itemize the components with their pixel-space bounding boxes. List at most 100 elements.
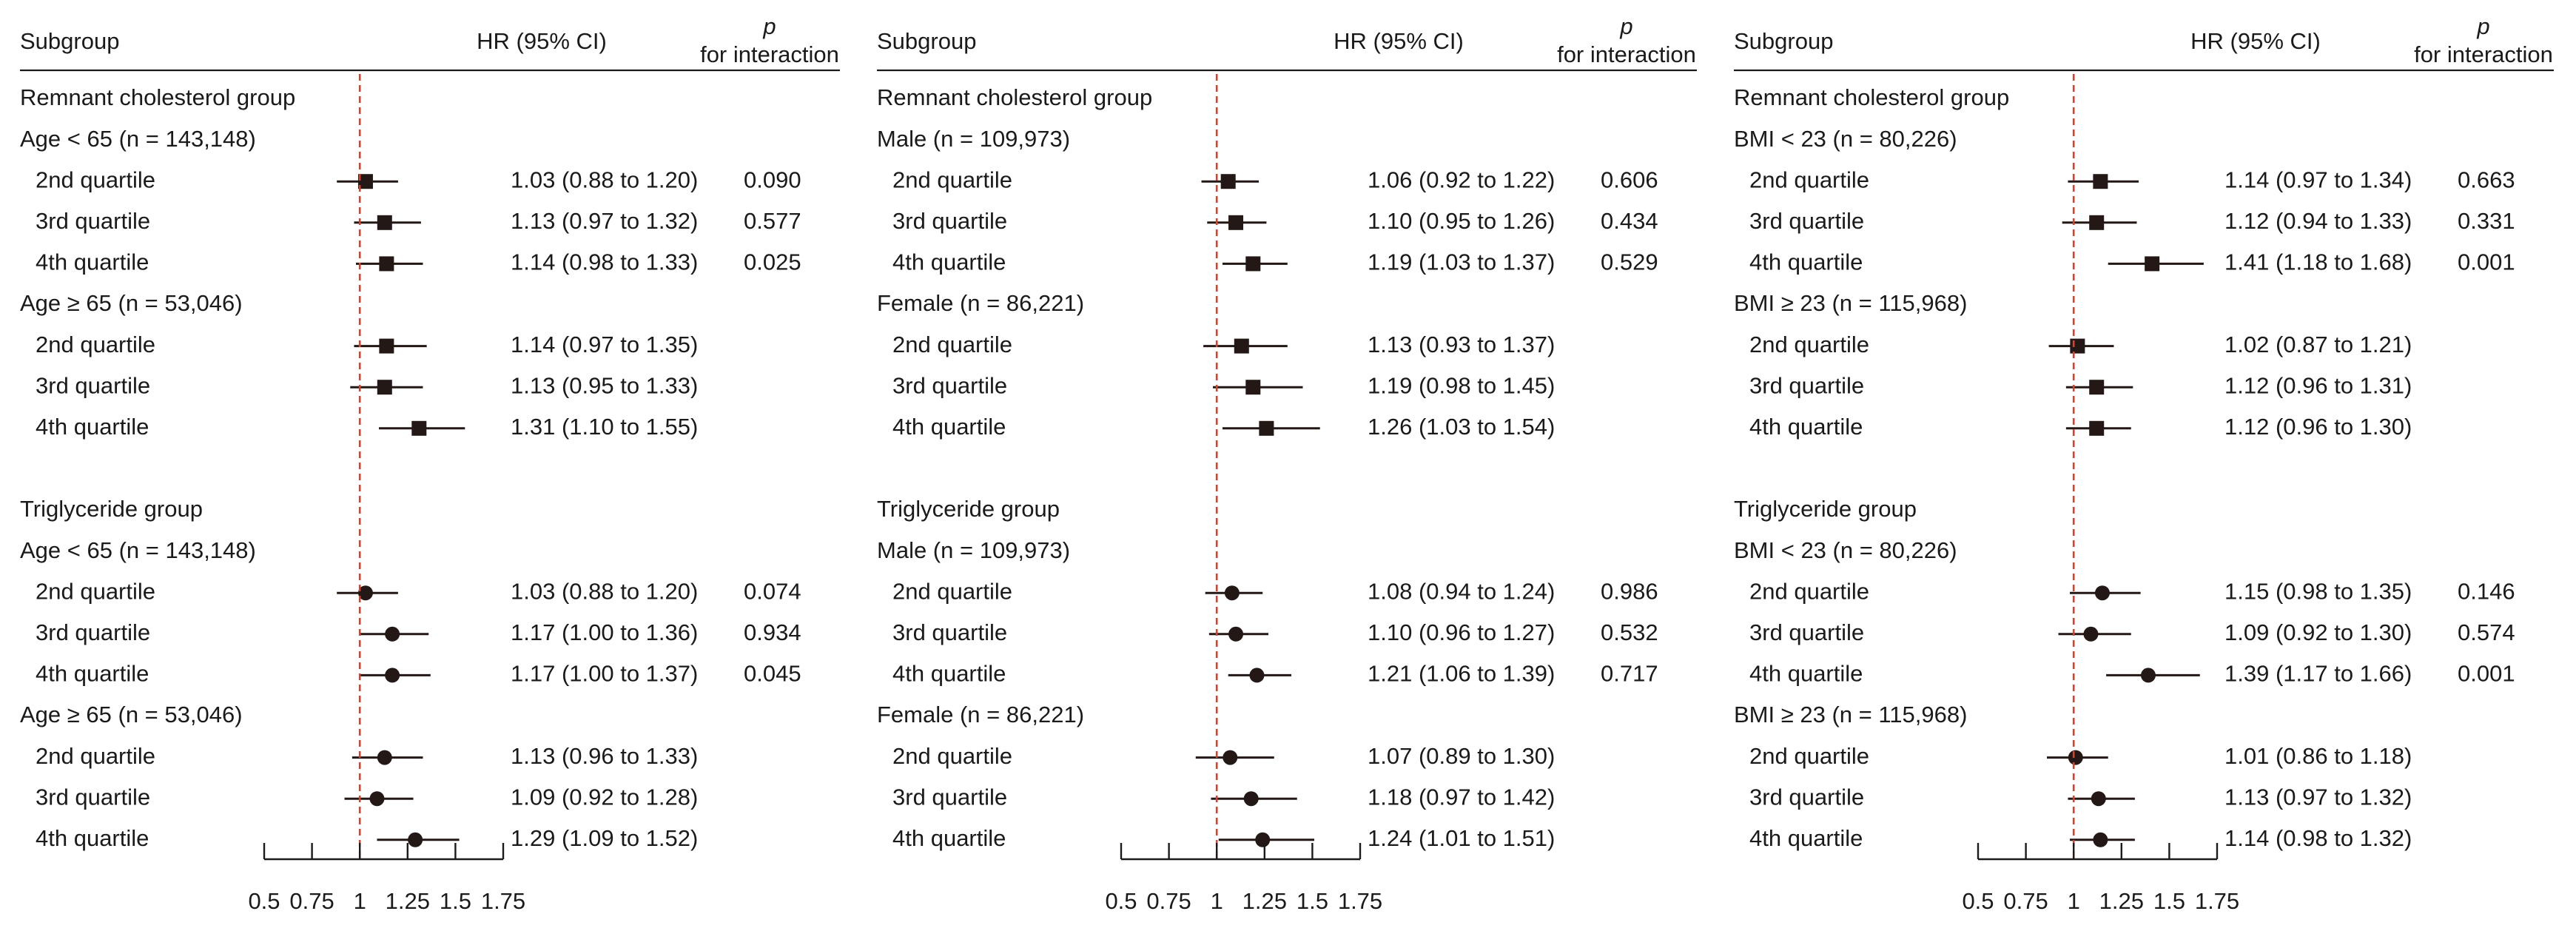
subgroup-column-header: Subgroup — [20, 28, 119, 54]
p-interaction-value: 0.986 — [1601, 578, 1658, 604]
hr-ci-value: 1.09 (0.92 to 1.28) — [511, 784, 698, 810]
p-symbol-header: p — [1619, 13, 1632, 39]
p-interaction-value: 0.045 — [744, 661, 801, 687]
hr-ci-value: 1.18 (0.97 to 1.42) — [1368, 784, 1555, 810]
subgroup-header-label: BMI < 23 (n = 80,226) — [1734, 537, 1957, 563]
quartile-label: 4th quartile — [1749, 414, 1863, 440]
subgroup-header-label: Age ≥ 65 (n = 53,046) — [20, 290, 243, 316]
quartile-label: 3rd quartile — [36, 372, 150, 398]
hr-ci-value: 1.19 (0.98 to 1.45) — [1368, 372, 1555, 398]
x-axis-tick-label: 1.25 — [2099, 888, 2144, 914]
quartile-label: 2nd quartile — [892, 578, 1012, 604]
quartile-label: 2nd quartile — [36, 743, 155, 769]
hr-square-marker — [1245, 380, 1261, 395]
hr-ci-value: 1.14 (0.98 to 1.33) — [511, 249, 698, 275]
hr-circle-marker — [1243, 791, 1259, 807]
x-axis-tick-label: 1.75 — [2195, 888, 2239, 914]
hr-circle-marker — [357, 585, 373, 601]
x-axis-tick-label: 1.5 — [1297, 888, 1328, 914]
hr-ci-value: 1.26 (1.03 to 1.54) — [1368, 414, 1555, 440]
hr-ci-value: 1.29 (1.09 to 1.52) — [511, 825, 698, 851]
x-axis-tick-label: 0.75 — [2003, 888, 2048, 914]
x-axis-tick-label: 1.5 — [2153, 888, 2185, 914]
hr-ci-value: 1.08 (0.94 to 1.24) — [1368, 578, 1555, 604]
hr-column-header: HR (95% CI) — [477, 28, 607, 54]
hr-circle-marker — [2094, 585, 2110, 601]
p-interaction-value: 0.074 — [744, 578, 801, 604]
quartile-label: 4th quartile — [36, 249, 149, 275]
hr-circle-marker — [2091, 791, 2106, 807]
p-for-interaction-header: for interaction — [1557, 41, 1696, 67]
quartile-label: 4th quartile — [36, 825, 149, 851]
p-symbol-header: p — [2476, 13, 2489, 39]
p-interaction-value: 0.331 — [2458, 208, 2515, 234]
quartile-label: 2nd quartile — [1749, 332, 1869, 357]
quartile-label: 3rd quartile — [892, 208, 1007, 234]
hr-ci-value: 1.09 (0.92 to 1.30) — [2224, 619, 2412, 645]
quartile-label: 4th quartile — [892, 249, 1006, 275]
p-interaction-value: 0.717 — [1601, 661, 1658, 687]
x-axis-tick-label: 0.5 — [248, 888, 280, 914]
p-interaction-value: 0.001 — [2458, 249, 2515, 275]
hr-circle-marker — [369, 791, 385, 807]
hr-ci-value: 1.31 (1.10 to 1.55) — [511, 414, 698, 440]
hr-ci-value: 1.01 (0.86 to 1.18) — [2224, 743, 2412, 769]
subgroup-group-label: Remnant cholesterol group — [1734, 84, 2009, 110]
p-interaction-value: 0.532 — [1601, 619, 1658, 645]
p-interaction-value: 0.146 — [2458, 578, 2515, 604]
subgroup-group-label: Triglyceride group — [877, 496, 1060, 522]
hr-circle-marker — [385, 626, 400, 642]
hr-square-marker — [2089, 215, 2105, 230]
quartile-label: 2nd quartile — [36, 332, 155, 357]
p-interaction-value: 0.574 — [2458, 619, 2515, 645]
hr-ci-value: 1.17 (1.00 to 1.37) — [511, 661, 698, 687]
hr-square-marker — [2093, 174, 2108, 189]
subgroup-group-label: Triglyceride group — [20, 496, 203, 522]
hr-ci-value: 1.13 (0.93 to 1.37) — [1368, 332, 1555, 357]
hr-circle-marker — [1224, 585, 1240, 601]
quartile-label: 2nd quartile — [1749, 743, 1869, 769]
hr-ci-value: 1.24 (1.01 to 1.51) — [1368, 825, 1555, 851]
hr-circle-marker — [1249, 668, 1265, 683]
p-interaction-value: 0.529 — [1601, 249, 1658, 275]
p-for-interaction-header: for interaction — [2414, 41, 2553, 67]
p-interaction-value: 0.001 — [2458, 661, 2515, 687]
p-interaction-value: 0.606 — [1601, 167, 1658, 192]
hr-ci-value: 1.12 (0.96 to 1.30) — [2224, 414, 2412, 440]
hr-square-marker — [1220, 174, 1236, 189]
hr-ci-value: 1.12 (0.96 to 1.31) — [2224, 372, 2412, 398]
hr-square-marker — [1259, 420, 1274, 436]
hr-square-marker — [1245, 256, 1261, 272]
x-axis-tick-label: 1.75 — [1338, 888, 1382, 914]
hr-ci-value: 1.10 (0.96 to 1.27) — [1368, 619, 1555, 645]
subgroup-header-label: Male (n = 109,973) — [877, 537, 1070, 563]
hr-ci-value: 1.41 (1.18 to 1.68) — [2224, 249, 2412, 275]
p-interaction-value: 0.090 — [744, 167, 801, 192]
hr-square-marker — [1228, 215, 1244, 230]
hr-ci-value: 1.02 (0.87 to 1.21) — [2224, 332, 2412, 357]
subgroup-header-label: BMI ≥ 23 (n = 115,968) — [1734, 702, 1967, 727]
subgroup-header-label: Female (n = 86,221) — [877, 290, 1084, 316]
x-axis-tick-label: 1.75 — [481, 888, 525, 914]
hr-square-marker — [379, 338, 394, 354]
hr-circle-marker — [2068, 750, 2083, 765]
quartile-label: 3rd quartile — [892, 784, 1007, 810]
hr-square-marker — [377, 215, 392, 230]
x-axis-tick-label: 0.75 — [1146, 888, 1191, 914]
quartile-label: 4th quartile — [892, 825, 1006, 851]
p-interaction-value: 0.025 — [744, 249, 801, 275]
subgroup-header-label: Age < 65 (n = 143,148) — [20, 537, 256, 563]
hr-column-header: HR (95% CI) — [2190, 28, 2321, 54]
quartile-label: 3rd quartile — [1749, 619, 1864, 645]
x-axis-tick-label: 1 — [2068, 888, 2080, 914]
quartile-label: 4th quartile — [36, 414, 149, 440]
hr-square-marker — [1234, 338, 1249, 354]
hr-circle-marker — [1223, 750, 1238, 765]
hr-ci-value: 1.15 (0.98 to 1.35) — [2224, 578, 2412, 604]
hr-square-marker — [357, 174, 373, 189]
p-symbol-header: p — [762, 13, 776, 39]
quartile-label: 4th quartile — [892, 414, 1006, 440]
hr-ci-value: 1.39 (1.17 to 1.66) — [2224, 661, 2412, 687]
hr-ci-value: 1.13 (0.97 to 1.32) — [511, 208, 698, 234]
